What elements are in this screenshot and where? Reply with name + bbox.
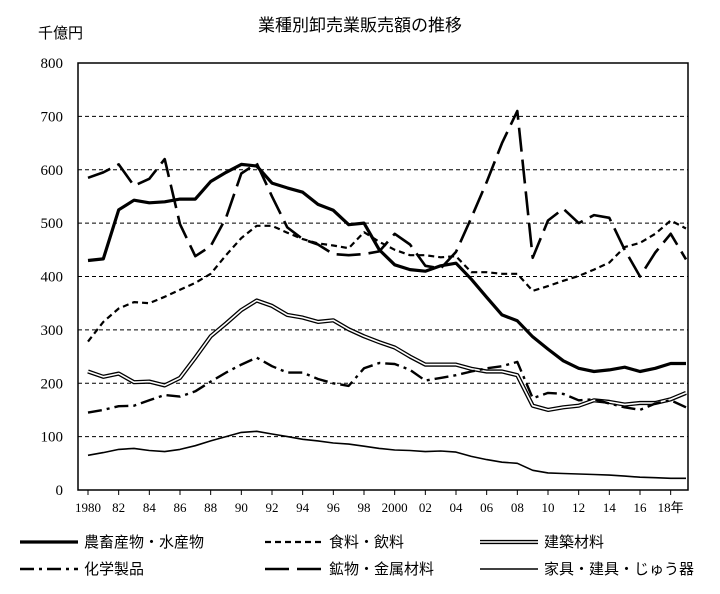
x-tick-label: 02 [419, 500, 432, 515]
x-tick-label: 94 [296, 500, 310, 515]
series-line [87, 299, 687, 411]
legend-label: 農畜産物・水産物 [84, 533, 204, 551]
y-tick-label: 100 [41, 430, 64, 446]
x-tick-label: 86 [174, 500, 188, 515]
y-tick-label: 700 [41, 109, 64, 125]
x-tick-label: 1980 [75, 500, 101, 515]
x-tick-label: 04 [450, 500, 464, 515]
y-tick-label: 200 [41, 376, 64, 392]
y-tick-label: 800 [41, 56, 64, 72]
y-tick-label: 0 [56, 483, 64, 499]
legend-item: 建築材料 [480, 533, 604, 551]
x-tick-label: 84 [143, 500, 157, 515]
series-4 [87, 356, 687, 414]
series-1 [87, 162, 686, 374]
x-tick-label: 10 [542, 500, 555, 515]
gridlines [78, 115, 688, 438]
legend-item: 食料・飲料 [265, 533, 404, 551]
legend-label: 家具・建具・じゅう器 [544, 560, 694, 578]
y-axis-unit-label: 千億円 [38, 24, 83, 42]
y-axis-ticks: 0 100 200 300 400 500 600 700 800 [41, 56, 64, 499]
chart-title: 業種別卸売業販売額の推移 [258, 16, 462, 36]
legend-label: 建築材料 [544, 533, 604, 551]
plot-frame [77, 62, 689, 491]
x-tick-label: 92 [266, 500, 279, 515]
y-tick-label: 600 [41, 163, 64, 179]
x-axis-ticks: 1980 82 84 86 88 90 92 94 96 98 2000 02 04 06 08 10 12 14… [75, 490, 684, 515]
x-tick-label: 14 [603, 500, 617, 515]
x-tick-label: 08 [511, 500, 524, 515]
series-line [87, 356, 687, 414]
x-tick-label: 2000 [382, 500, 408, 515]
x-tick-label: 82 [112, 500, 125, 515]
x-tick-label: 88 [204, 500, 217, 515]
series-line [87, 162, 686, 374]
series-lines [87, 109, 688, 480]
x-tick-label: 12 [572, 500, 585, 515]
legend-label: 食料・飲料 [329, 533, 404, 551]
legend-item: 鉱物・金属材料 [265, 560, 434, 578]
series-2 [87, 219, 687, 343]
x-tick-label: 90 [235, 500, 248, 515]
series-line [87, 219, 687, 343]
y-tick-label: 300 [41, 323, 64, 339]
x-tick-label: 98 [358, 500, 371, 515]
legend-item: 家具・建具・じゅう器 [480, 560, 694, 578]
x-tick-label: 06 [480, 500, 494, 515]
series-line [87, 298, 687, 412]
y-tick-label: 500 [41, 216, 64, 232]
series-5 [87, 109, 688, 278]
x-tick-label: 16 [634, 500, 648, 515]
y-tick-label: 400 [41, 270, 64, 286]
x-tick-label: 18年 [658, 500, 684, 515]
series-line [87, 430, 686, 480]
legend-item: 農畜産物・水産物 [20, 533, 204, 551]
series-6 [87, 430, 686, 480]
series-3 [87, 298, 687, 412]
legend-label: 化学製品 [84, 560, 144, 578]
legend-label: 鉱物・金属材料 [329, 560, 434, 578]
x-tick-label: 96 [327, 500, 341, 515]
series-line [87, 109, 688, 278]
legend-item: 化学製品 [20, 560, 144, 578]
